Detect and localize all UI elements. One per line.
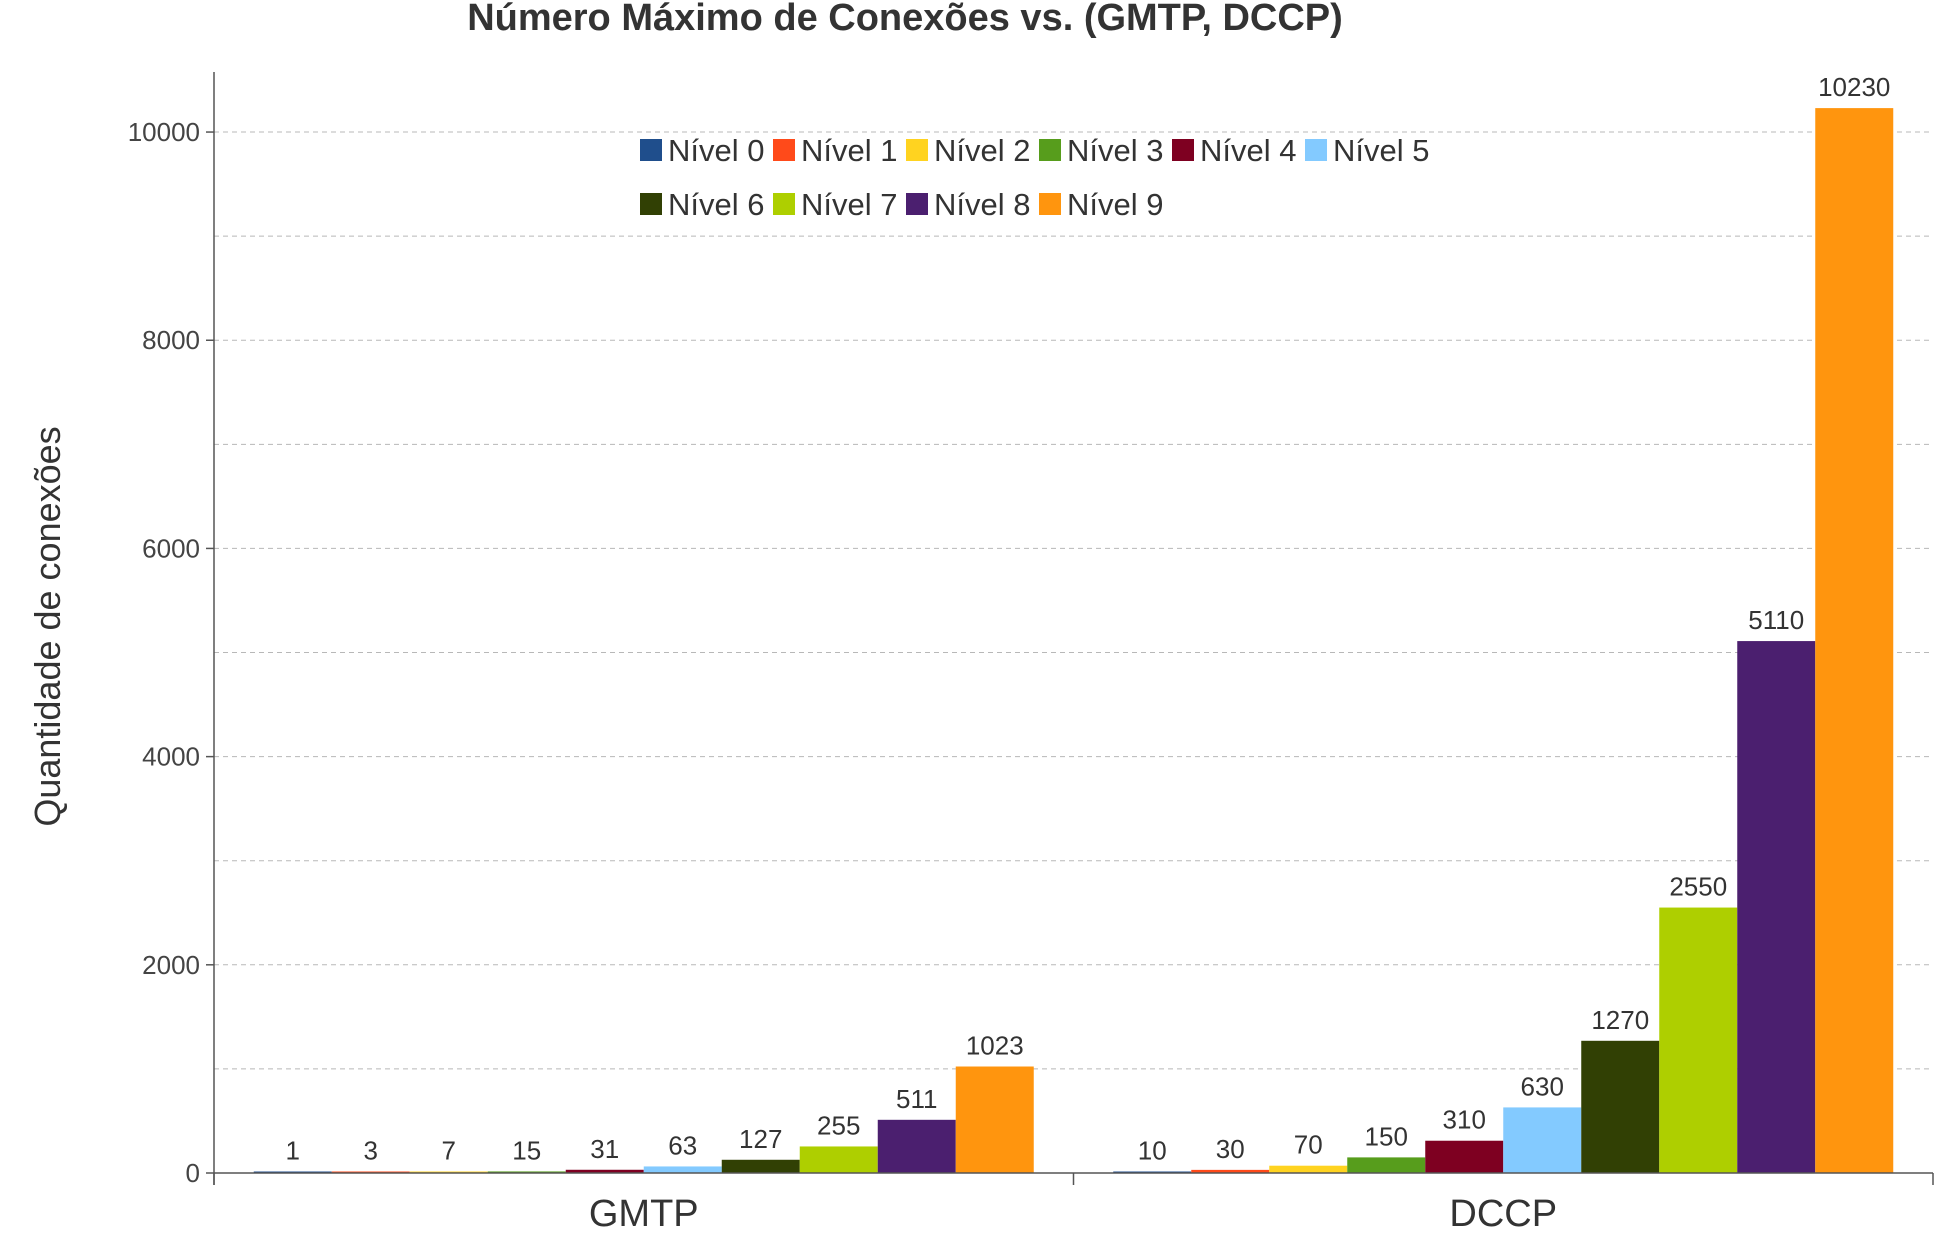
data-label: 127 bbox=[739, 1124, 782, 1154]
data-label: 30 bbox=[1216, 1134, 1245, 1164]
legend-label: Nível 9 bbox=[1067, 187, 1163, 222]
legend-label: Nível 0 bbox=[668, 133, 764, 168]
data-label: 10 bbox=[1138, 1136, 1167, 1166]
legend-item: Nível 4 bbox=[1172, 133, 1296, 168]
bar bbox=[1347, 1157, 1426, 1173]
data-label: 511 bbox=[896, 1084, 937, 1114]
legend-swatch bbox=[1039, 139, 1061, 161]
data-labels: 1 3 7 15 31 63 127 255 511 1023 10 30 70 150 310 630 127… bbox=[286, 72, 1891, 1165]
legend-swatch bbox=[906, 193, 928, 215]
legend-swatch bbox=[906, 139, 928, 161]
x-tick-labels: GMTP DCCP bbox=[589, 1193, 1557, 1235]
y-tick-label: 8000 bbox=[142, 325, 200, 355]
legend-item: Nível 1 bbox=[773, 133, 897, 168]
axes bbox=[213, 72, 1934, 1185]
bar bbox=[1815, 108, 1894, 1173]
data-label: 2550 bbox=[1669, 872, 1727, 902]
chart-title: Número Máximo de Conexões vs. (GMTP, DCC… bbox=[467, 0, 1343, 39]
legend-item: Nível 9 bbox=[1039, 187, 1163, 222]
legend-label: Nível 7 bbox=[801, 187, 897, 222]
bar bbox=[1659, 907, 1738, 1173]
y-axis-label: Quantidade de conexões bbox=[27, 426, 68, 826]
y-tick-label: 6000 bbox=[142, 533, 200, 563]
bar bbox=[799, 1146, 878, 1173]
legend-label: Nível 4 bbox=[1200, 133, 1296, 168]
bar bbox=[1737, 641, 1816, 1173]
legend-item: Nível 5 bbox=[1305, 133, 1429, 168]
data-label: 15 bbox=[512, 1135, 541, 1165]
legend-item: Nível 6 bbox=[640, 187, 764, 222]
legend-label: Nível 2 bbox=[934, 133, 1030, 168]
legend-swatch bbox=[640, 193, 662, 215]
data-label: 1270 bbox=[1591, 1005, 1649, 1035]
data-label: 1023 bbox=[966, 1031, 1024, 1061]
legend-swatch bbox=[1039, 193, 1061, 215]
data-label: 255 bbox=[817, 1110, 860, 1140]
legend-item: Nível 2 bbox=[906, 133, 1030, 168]
x-tick-label: DCCP bbox=[1449, 1193, 1557, 1235]
data-label: 31 bbox=[590, 1134, 619, 1164]
data-label: 150 bbox=[1365, 1121, 1408, 1151]
legend-swatch bbox=[1305, 139, 1327, 161]
bar bbox=[1269, 1165, 1348, 1173]
bars bbox=[253, 108, 1894, 1173]
bar bbox=[1581, 1040, 1660, 1173]
data-label: 70 bbox=[1294, 1130, 1323, 1160]
data-label: 7 bbox=[442, 1136, 456, 1166]
y-tick-label: 2000 bbox=[142, 950, 200, 980]
y-tick-label: 10000 bbox=[128, 117, 200, 147]
legend: Nível 0 Nível 1 Nível 2 Nível 3 Nível 4 Nível… bbox=[640, 133, 1429, 222]
bar bbox=[1425, 1140, 1504, 1173]
x-tick-label: GMTP bbox=[589, 1193, 699, 1235]
bar bbox=[877, 1119, 956, 1173]
data-label: 1 bbox=[286, 1136, 300, 1166]
data-label: 10230 bbox=[1818, 72, 1890, 102]
legend-item: Nível 0 bbox=[640, 133, 764, 168]
data-label: 3 bbox=[364, 1136, 378, 1166]
data-label: 310 bbox=[1443, 1105, 1486, 1135]
bar bbox=[487, 1171, 566, 1173]
legend-swatch bbox=[773, 193, 795, 215]
legend-swatch bbox=[640, 139, 662, 161]
legend-label: Nível 5 bbox=[1333, 133, 1429, 168]
legend-item: Nível 8 bbox=[906, 187, 1030, 222]
y-tick-label: 0 bbox=[186, 1158, 200, 1188]
legend-label: Nível 1 bbox=[801, 133, 897, 168]
legend-label: Nível 3 bbox=[1067, 133, 1163, 168]
y-tick-label: 4000 bbox=[142, 742, 200, 772]
data-label: 63 bbox=[668, 1130, 697, 1160]
data-label: 630 bbox=[1521, 1071, 1564, 1101]
bar bbox=[1503, 1107, 1582, 1173]
y-tick-labels: 0 2000 4000 6000 8000 10000 bbox=[128, 117, 214, 1188]
gridlines bbox=[214, 131, 1933, 1070]
legend-swatch bbox=[773, 139, 795, 161]
data-label: 5110 bbox=[1748, 605, 1804, 635]
bar bbox=[565, 1169, 644, 1173]
legend-swatch bbox=[1172, 139, 1194, 161]
bar bbox=[721, 1159, 800, 1173]
legend-item: Nível 3 bbox=[1039, 133, 1163, 168]
legend-label: Nível 8 bbox=[934, 187, 1030, 222]
bar bbox=[1191, 1169, 1270, 1173]
legend-label: Nível 6 bbox=[668, 187, 764, 222]
bar bbox=[955, 1066, 1034, 1173]
bar bbox=[643, 1166, 722, 1173]
legend-item: Nível 7 bbox=[773, 187, 897, 222]
